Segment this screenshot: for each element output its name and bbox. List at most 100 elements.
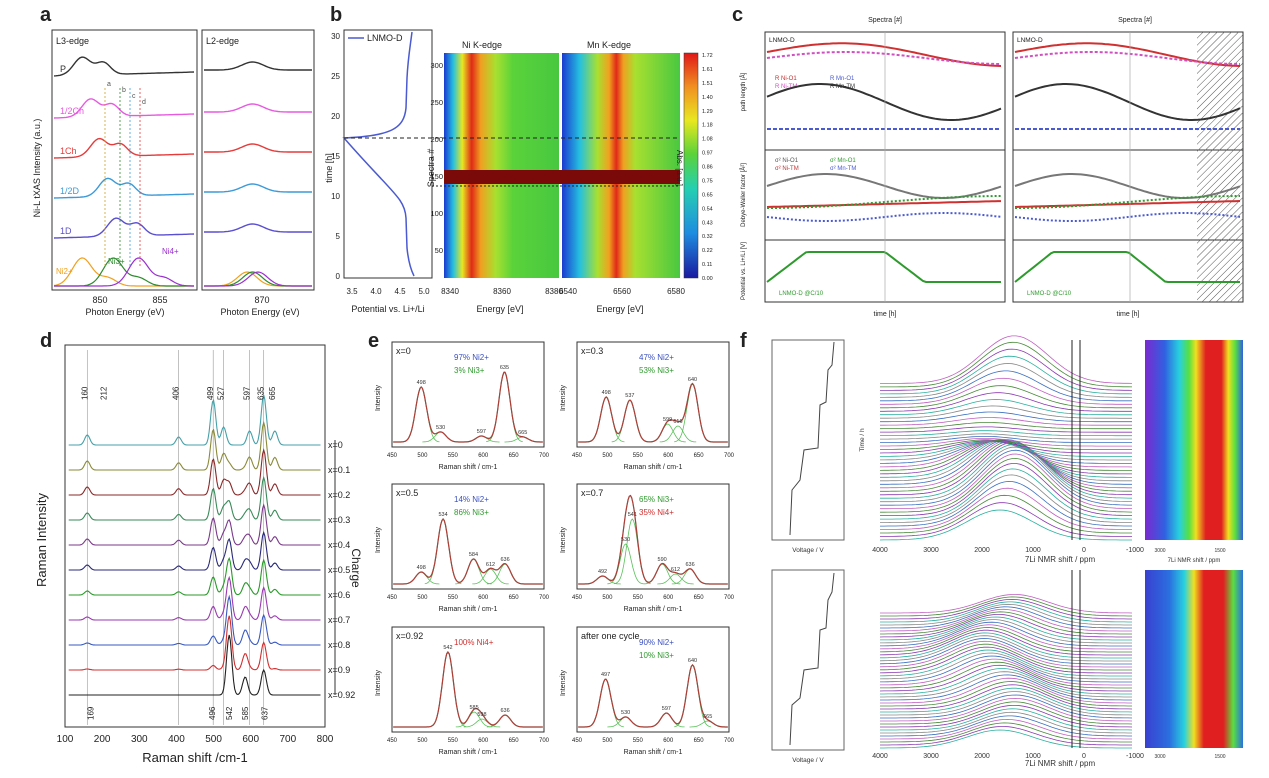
panel-a-trace-label-0: P	[60, 64, 66, 74]
panel-e-xtick-1-650: 650	[694, 453, 705, 459]
panel-e-xlabel-5: Raman shift / cm-1	[624, 749, 683, 756]
panel-d-top-peak-635: 635	[257, 386, 266, 400]
panel-d-series-label-5: x=0.5	[328, 565, 350, 575]
panel-b-colorbar	[683, 52, 699, 279]
panel-d-bottom-peak-542: 542	[225, 706, 234, 720]
panel-e-fraction-3-0: 65% Ni3+	[639, 495, 674, 504]
panel-d-xtick-200: 200	[94, 734, 111, 745]
panel-f-bot-xtick-5: -1000	[1126, 753, 1144, 760]
panel-c-sig-mn-tm-right	[1014, 212, 1241, 222]
panel-c-leg2-0: σ² Ni-O1	[775, 158, 799, 164]
panel-d-series-label-1: x=0.1	[328, 465, 350, 475]
panel-e-peak-1-616: 616	[673, 419, 682, 425]
panel-e-xlabel-2: Raman shift / cm-1	[439, 606, 498, 613]
panel-f-top-line-45	[880, 335, 1133, 384]
panel-f-bot-xtick-1: 3000	[923, 753, 939, 760]
panel-e-xtick-2-600: 600	[478, 595, 489, 601]
panel-a-letter: a	[40, 4, 52, 26]
panel-f-top-line-28	[879, 436, 1132, 443]
panel-e-subplot-3: x=0.7 65% Ni3+ 35% Ni4+ 492 530 541 590 612 636 4…	[560, 483, 735, 613]
panel-e-fraction-0-0: 97% Ni2+	[454, 353, 489, 362]
panel-e-fit-3	[578, 495, 728, 585]
panel-f-top-line-19	[879, 439, 1132, 475]
panel-d-xtick-300: 300	[131, 734, 148, 745]
panel-a-component-right-2	[204, 271, 312, 287]
panel-f-bot-line-34	[880, 621, 1132, 647]
panel-d-chart: Raman Intensity x=0x=0.1x=0.2x=0.3x=0.4x…	[34, 344, 363, 765]
panel-f-bot-line-35	[880, 619, 1132, 644]
panel-b-cbar-tick-5: 1.18	[702, 123, 713, 129]
panel-b-left-ytick-20: 20	[331, 112, 340, 121]
panel-c-leg1-1: R Ni-TM	[775, 84, 797, 90]
panel-c-r-mn-tm-right	[1014, 83, 1241, 121]
panel-e-frame-1	[576, 341, 730, 448]
panel-d-trace-3	[68, 475, 321, 521]
panel-e-xtick-0-700: 700	[539, 453, 550, 459]
panel-e-xlabel-0: Raman shift / cm-1	[439, 464, 498, 471]
panel-c-xlabel-right: time [h]	[1117, 311, 1140, 318]
panel-b-mn-xtick-6540: 6540	[559, 287, 577, 296]
panel-b-left-xtick-4.0: 4.0	[370, 287, 382, 296]
panel-f-bot-line-32	[879, 627, 1132, 653]
panel-d-top-peak-665: 665	[268, 386, 277, 400]
panel-b-ni-xlabel: Energy [eV]	[476, 304, 523, 314]
panel-f-top-line-3	[880, 487, 1132, 530]
panel-d-trace-6	[68, 556, 321, 596]
panel-e-xtick-3-700: 700	[724, 595, 735, 601]
panel-e-peak-3-530: 530	[621, 537, 630, 543]
panel-e-title-3: x=0.7	[581, 488, 603, 498]
panel-c-r-ni-tm-left	[766, 51, 1001, 65]
panel-b-cbar-tick-14: 0.22	[702, 248, 713, 254]
panel-a-trace-label-1: 1/2Ch	[60, 106, 84, 116]
panel-f-bot-line-28	[879, 638, 1132, 665]
panel-b-cbar-tick-11: 0.54	[702, 206, 713, 212]
panel-f-xticks: 4000 4000 3000 3000 2000 2000 1000 1000 0 0 -1000 -…	[872, 547, 1226, 760]
panel-f-top-line-39	[880, 377, 1132, 405]
panel-f-voltage-label-bottom: Voltage / V	[792, 757, 824, 764]
panel-e-fraction-3-1: 35% Ni4+	[639, 508, 674, 517]
panel-f-voltage-curve-bottom	[789, 572, 835, 746]
panel-d-side-label: Charge	[349, 548, 363, 588]
panel-b-left-xtick-5.0: 5.0	[418, 287, 430, 296]
panel-f-nmr-label-top: 7Li NMR shift / ppm	[1025, 555, 1096, 564]
panel-d-ylabel: Raman Intensity	[34, 493, 49, 587]
panel-e-xlabel-1: Raman shift / cm-1	[624, 464, 683, 471]
panel-e-fit-2	[393, 518, 543, 585]
panel-e-peak-5-597: 597	[662, 706, 671, 712]
panel-f-bot-line-13	[880, 684, 1133, 710]
panel-e-component-4-1	[455, 711, 493, 728]
panel-b-cbar-tick-8: 0.86	[702, 165, 713, 171]
panel-f-bot-line-25	[879, 646, 1132, 674]
panel-d-trace-2	[68, 447, 321, 496]
panel-e-component-4-0	[429, 651, 467, 728]
panel-a-trace-right-2	[204, 143, 312, 153]
panel-f-bot-line-45	[880, 594, 1133, 614]
panel-e-peak-1-640: 640	[688, 377, 697, 383]
panel-f-voltage-curve-top	[789, 341, 835, 536]
panel-a-ni3-label: Ni3+	[108, 257, 125, 266]
panel-f-waterfall-top	[879, 335, 1133, 541]
panel-d-bottom-peak-585: 585	[241, 706, 250, 720]
panel-e-peak-0-597: 597	[477, 429, 486, 435]
panel-e-title-1: x=0.3	[581, 346, 603, 356]
panel-d-series-label-7: x=0.7	[328, 615, 350, 625]
panel-b-cbar-tick-0: 1.72	[702, 53, 713, 59]
panel-c-top-label-1: Spectra [#]	[868, 17, 902, 24]
panel-b-ni-xtick-8360: 8360	[493, 287, 511, 296]
panel-f-top-line-2	[880, 494, 1132, 534]
panel-d-series-label-4: x=0.4	[328, 540, 350, 550]
panel-f-top-line-7	[880, 463, 1133, 516]
panel-f-map-bot-xtick-1: 1500	[1214, 754, 1225, 760]
panel-f-top-line-12	[880, 444, 1133, 499]
panel-b-chart: LNMO-D time [h] 0 5 10 15 20 25 30 3.5 4.0 4.5 5.…	[324, 29, 713, 314]
panel-e-peak-1-599: 599	[663, 417, 672, 423]
panel-e-xtick-1-450: 450	[572, 453, 583, 459]
panel-e-component-5-1	[607, 716, 644, 728]
panel-b-left-xtick-3.5: 3.5	[346, 287, 358, 296]
panel-e-letter: e	[368, 330, 380, 352]
panel-b-cbar-tick-10: 0.65	[702, 192, 713, 198]
panel-f-bot-line-31	[879, 629, 1132, 656]
panel-f-top-line-44	[880, 341, 1133, 388]
panel-f-map-label-top: 7Li NMR shift / ppm	[1168, 558, 1221, 564]
